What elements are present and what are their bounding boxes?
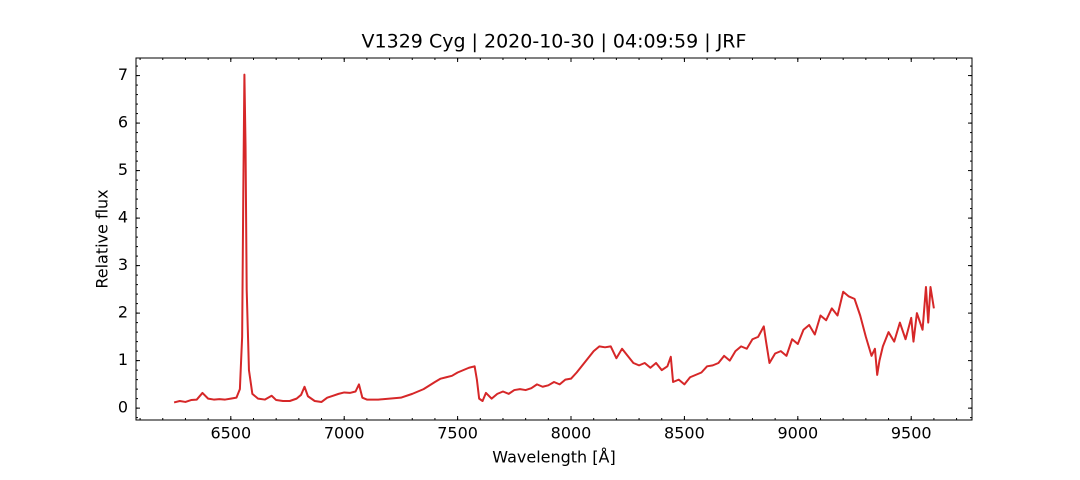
plot-frame [135, 57, 973, 421]
y-tick-label: 0 [118, 398, 128, 417]
y-tick-label: 7 [118, 65, 128, 84]
y-tick-label: 4 [118, 208, 128, 227]
y-tick-label: 1 [118, 350, 128, 369]
x-tick-label: 8000 [551, 424, 592, 443]
y-tick-label: 5 [118, 160, 128, 179]
spectrum-line [173, 73, 935, 404]
x-tick-label: 7500 [437, 424, 478, 443]
y-tick-label: 6 [118, 113, 128, 132]
x-tick-label: 8500 [664, 424, 705, 443]
x-tick-label: 9500 [891, 424, 932, 443]
x-tick-label: 6500 [210, 424, 251, 443]
y-tick-label: 2 [118, 303, 128, 322]
x-axis-label: Wavelength [Å] [492, 448, 615, 467]
x-tick-label: 9000 [777, 424, 818, 443]
chart-title: V1329 Cyg | 2020-10-30 | 04:09:59 | JRF [362, 31, 747, 53]
x-tick-label: 7000 [324, 424, 365, 443]
y-axis-label: Relative flux [93, 189, 112, 288]
y-tick-label: 3 [118, 255, 128, 274]
